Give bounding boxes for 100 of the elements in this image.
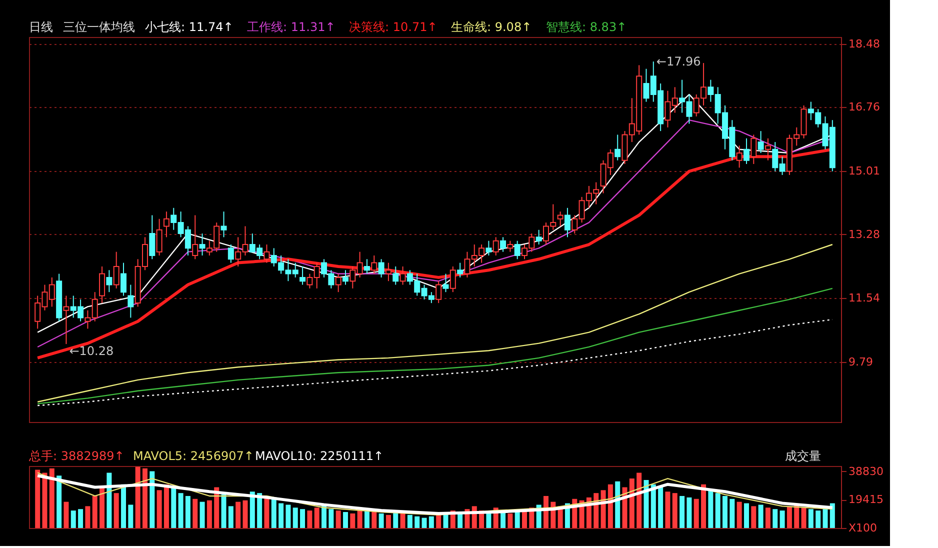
bar <box>42 472 48 528</box>
candlestick <box>442 273 449 293</box>
y-tick-label: 19415 <box>848 493 884 506</box>
bar <box>672 493 678 528</box>
candlestick <box>220 211 227 238</box>
text: 决策线: 10.71↑ <box>349 20 438 34</box>
candlestick <box>486 240 492 256</box>
text: MAVOL10: 2250111↑ <box>255 449 384 463</box>
series-label: 总手: 3882989↑ <box>28 449 124 463</box>
bar <box>236 502 241 528</box>
bar <box>786 506 792 528</box>
bar <box>701 484 706 528</box>
bar <box>171 487 176 528</box>
bar <box>300 509 306 528</box>
bar <box>665 492 670 528</box>
bar <box>150 471 155 528</box>
candlestick <box>264 244 270 264</box>
bar <box>378 513 384 528</box>
candlestick <box>514 240 520 260</box>
bar <box>629 478 634 528</box>
bar <box>801 508 806 528</box>
bar <box>78 509 84 528</box>
bar <box>56 476 62 528</box>
candlestick <box>342 270 348 286</box>
candlestick <box>557 211 564 227</box>
candlestick <box>750 134 757 164</box>
candlestick <box>457 262 464 278</box>
candlestick <box>228 244 234 264</box>
bar <box>35 470 40 528</box>
bar <box>522 510 528 528</box>
bar <box>307 510 312 528</box>
candlestick <box>758 130 764 154</box>
candlestick <box>450 266 456 293</box>
bar <box>292 508 298 528</box>
bar <box>271 498 276 528</box>
candlestick <box>163 211 170 238</box>
candlestick <box>192 214 198 260</box>
bar <box>336 510 341 528</box>
chart-subtitle: 三位一体均线 <box>63 20 135 34</box>
candlestick <box>335 273 342 293</box>
bar <box>185 496 190 528</box>
bar <box>830 503 835 528</box>
bar <box>608 484 613 528</box>
bar <box>680 496 685 528</box>
bar <box>128 504 134 528</box>
bar <box>694 498 699 528</box>
bar <box>221 494 226 528</box>
annotation: ←17.96 <box>656 54 701 69</box>
bar <box>407 514 412 528</box>
bar <box>114 493 119 528</box>
bar <box>736 502 742 528</box>
bar <box>156 490 162 528</box>
bar <box>715 493 720 528</box>
series-label: MAVOL5: 2456907↑ <box>133 449 254 463</box>
bar <box>658 487 664 528</box>
bar <box>644 480 649 528</box>
bar <box>636 472 642 528</box>
bar <box>342 512 348 528</box>
bar <box>250 492 255 528</box>
bar <box>428 516 434 528</box>
candlestick <box>507 240 514 252</box>
bar <box>242 500 248 528</box>
bar <box>278 503 284 528</box>
bar <box>314 508 320 528</box>
bar <box>206 500 212 528</box>
chart-title: 日线 <box>29 20 53 34</box>
bar <box>192 498 198 528</box>
y-tick-label: 16.76 <box>848 100 880 114</box>
bar <box>744 503 749 528</box>
candlestick <box>156 218 162 256</box>
candlestick <box>436 280 442 304</box>
bar <box>686 497 692 528</box>
line-series <box>36 244 834 402</box>
bar <box>350 513 356 528</box>
text: 小七线: 11.74↑ <box>145 20 234 34</box>
y-tick-label: 38830 <box>848 464 884 478</box>
text: 智慧线: 8.83↑ <box>546 20 627 34</box>
candlestick <box>63 295 70 345</box>
candlestick <box>736 145 742 168</box>
bar <box>508 513 513 528</box>
bar <box>364 510 370 528</box>
bar <box>286 504 291 528</box>
bar <box>49 468 54 528</box>
candlestick <box>392 266 399 286</box>
candlestick <box>364 258 370 274</box>
bar <box>178 493 184 528</box>
candlestick <box>300 266 306 286</box>
candlestick <box>99 266 106 304</box>
candlestick <box>492 236 499 256</box>
bar <box>722 496 728 528</box>
bar <box>85 506 90 528</box>
bar <box>257 493 262 528</box>
bar <box>486 512 492 528</box>
y-tick-label: 18.48 <box>848 37 880 50</box>
candlestick <box>385 262 392 282</box>
bar <box>228 506 234 528</box>
candlestick <box>400 266 406 286</box>
text: 生命线: 9.08↑ <box>451 20 532 34</box>
candlestick <box>371 254 378 274</box>
bar <box>758 504 764 528</box>
